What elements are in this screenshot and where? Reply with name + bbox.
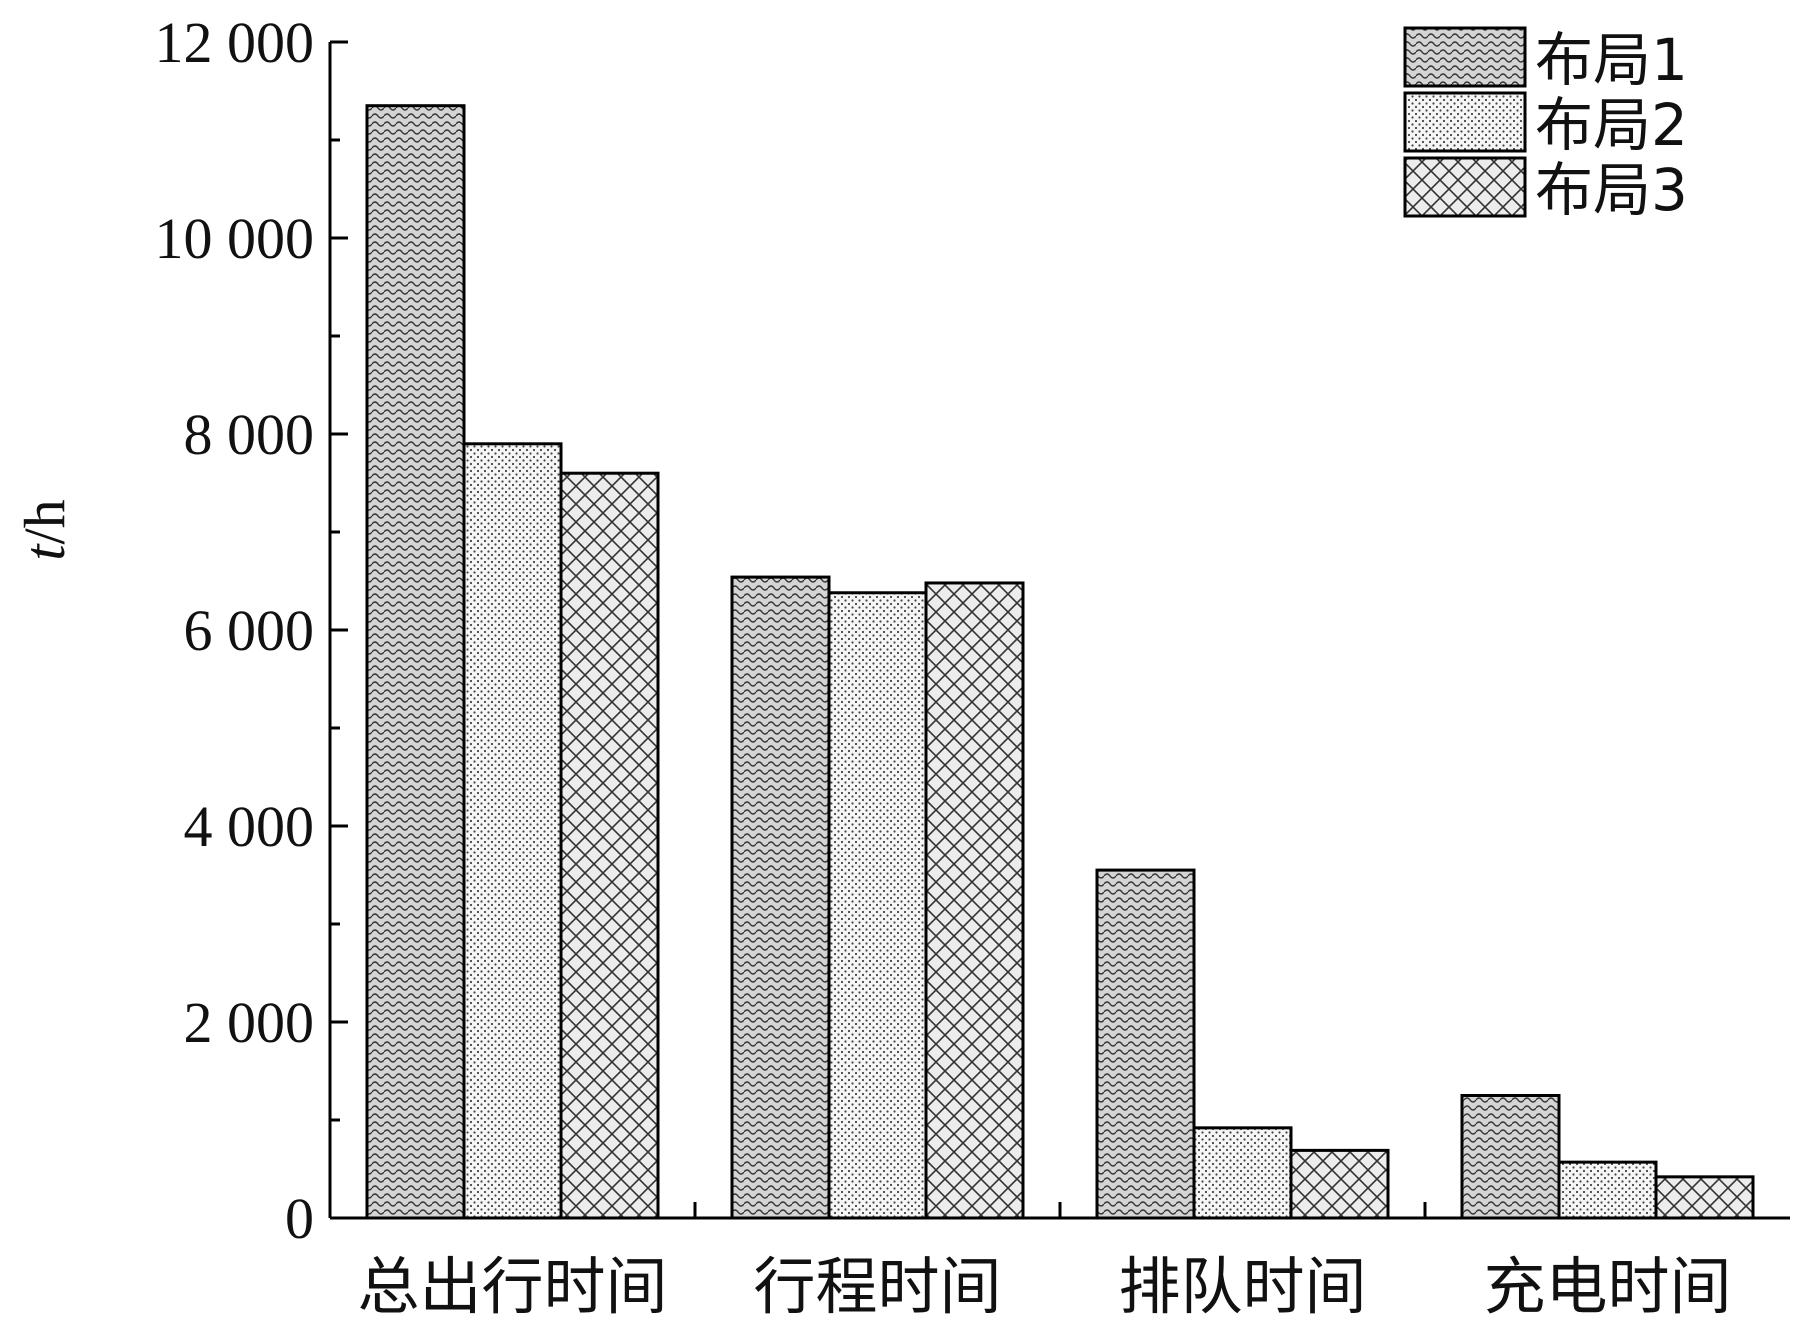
y-tick-label: 8 000 [184,402,315,467]
y-tick-label: 2 000 [184,990,315,1055]
y-axis-title-unit: /h [12,499,77,544]
bar-2-1 [462,442,563,1220]
y-axis-title: t/h [12,499,77,560]
x-category-label: 行程时间 [753,1250,1001,1323]
y-tick-label: 10 000 [155,206,315,271]
legend-swatch [1403,156,1527,218]
x-category-label: 总出行时间 [357,1250,667,1323]
bar-2-4 [1557,1160,1658,1220]
bar-3-2 [924,581,1025,1220]
x-category-label: 排队时间 [1118,1250,1366,1323]
legend-swatch [1403,26,1527,88]
bar-1-4 [1460,1094,1561,1220]
y-tick-label: 4 000 [184,794,315,859]
y-tick-label: 6 000 [184,598,315,663]
bars [365,104,1755,1220]
bar-3-3 [1289,1148,1390,1220]
bar-1-3 [1095,868,1196,1220]
labels: 0 2 000 4 000 6 000 8 000 10 000 12 000 t/h 总出行时… [12,10,1732,1323]
legend-label: 布局2 [1535,91,1688,159]
legend-label: 布局1 [1535,26,1688,94]
y-tick-label: 12 000 [155,10,315,75]
y-axis-title-symbol: t [12,543,77,561]
legend-label: 布局3 [1535,156,1688,224]
legend-swatch [1403,91,1527,153]
bar-2-3 [1192,1126,1293,1220]
bar-1-2 [730,575,831,1220]
bar-1-1 [365,104,466,1220]
bar-2-2 [827,591,928,1220]
bar-3-1 [559,471,660,1220]
x-category-label: 充电时间 [1483,1250,1731,1323]
bar-3-4 [1654,1175,1755,1220]
y-tick-label: 0 [285,1186,314,1251]
